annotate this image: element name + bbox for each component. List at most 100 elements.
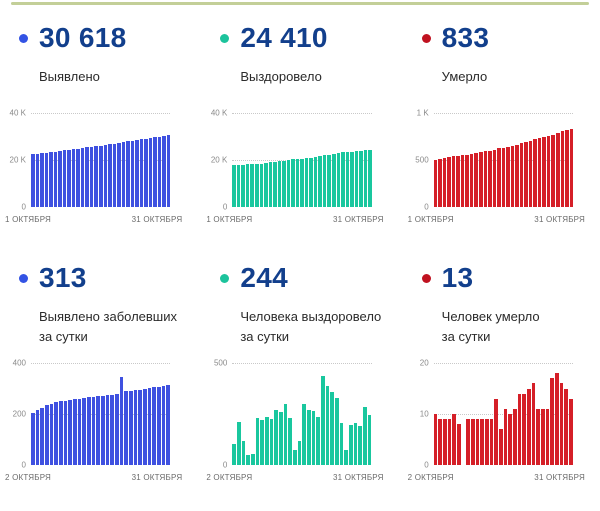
bar[interactable] [506,146,510,207]
chart-died-total[interactable]: 1 K 500 0 1 ОКТЯБРЯ 31 ОКТЯБРЯ [408,109,595,225]
bar[interactable] [273,161,277,207]
bar[interactable] [363,406,367,465]
bar[interactable] [302,403,307,465]
bar[interactable] [153,137,157,207]
bar[interactable] [336,152,341,207]
bar[interactable] [232,443,236,465]
bar[interactable] [157,136,162,207]
bar[interactable] [359,150,363,207]
bar[interactable] [363,150,368,207]
bar[interactable] [63,400,68,465]
bar[interactable] [513,408,517,465]
bar[interactable] [241,440,246,465]
bar[interactable] [133,390,138,465]
bar[interactable] [236,165,241,207]
bar[interactable] [126,141,130,207]
bar[interactable] [291,159,295,207]
bar[interactable] [89,146,94,207]
bar[interactable] [471,419,475,465]
bar[interactable] [98,145,103,207]
plot-area[interactable] [31,113,171,207]
bar[interactable] [58,151,62,207]
bar[interactable] [460,154,465,207]
bar[interactable] [59,401,63,465]
bar[interactable] [62,150,67,207]
bar[interactable] [309,157,313,207]
bar[interactable] [341,152,345,207]
bar[interactable] [269,419,274,465]
bar[interactable] [551,134,555,207]
bar[interactable] [147,388,152,465]
bar[interactable] [475,419,480,465]
bar[interactable] [283,403,288,465]
bar[interactable] [130,140,135,207]
bar[interactable] [469,153,474,207]
bar[interactable] [85,147,89,207]
bar[interactable] [503,408,508,465]
bar[interactable] [157,386,161,465]
bar[interactable] [279,411,283,465]
bar[interactable] [528,140,533,207]
bar[interactable] [96,396,101,465]
bar[interactable] [112,143,117,207]
plot-area[interactable] [433,363,573,465]
bar[interactable] [349,425,353,465]
bar[interactable] [277,161,282,207]
bar[interactable] [354,151,359,207]
bar[interactable] [307,409,311,465]
bar[interactable] [35,153,40,207]
bar[interactable] [94,146,98,207]
bar[interactable] [119,377,124,465]
bar[interactable] [517,393,522,465]
bar[interactable] [508,414,513,465]
bar[interactable] [442,158,447,207]
bar[interactable] [135,140,139,207]
bar[interactable] [433,159,438,207]
bar[interactable] [536,408,541,465]
bar[interactable] [260,420,265,465]
bar[interactable] [560,131,565,207]
bar[interactable] [488,150,492,207]
bar[interactable] [91,396,96,465]
bar[interactable] [73,399,77,465]
bar[interactable] [162,135,166,207]
bar[interactable] [166,385,171,465]
bar[interactable] [31,412,35,465]
bar[interactable] [345,152,350,207]
bar[interactable] [40,153,44,207]
bar[interactable] [327,154,332,207]
bar[interactable] [438,419,442,465]
bar[interactable] [49,403,54,465]
bar[interactable] [232,165,236,207]
bar[interactable] [510,145,515,207]
bar[interactable] [569,398,573,465]
bar[interactable] [117,142,121,207]
bar[interactable] [478,152,483,207]
bar[interactable] [433,414,438,465]
bar[interactable] [295,159,300,207]
bar[interactable] [259,163,264,207]
bar[interactable] [293,449,297,465]
bar[interactable] [350,151,354,207]
plot-area[interactable] [433,113,574,207]
bar[interactable] [121,142,126,207]
bar[interactable] [559,383,564,465]
bar[interactable] [31,154,35,207]
bar[interactable] [45,405,49,465]
bar[interactable] [325,386,330,465]
bar[interactable] [54,402,59,465]
bar[interactable] [53,151,58,207]
bar[interactable] [447,157,451,207]
bar[interactable] [139,139,144,207]
bar[interactable] [527,388,531,465]
bar[interactable] [68,399,73,465]
bar[interactable] [452,414,457,465]
bar[interactable] [344,449,349,465]
bar[interactable] [67,149,71,207]
chart-recovered-daily[interactable]: 500 0 2 ОКТЯБРЯ 31 ОКТЯБРЯ [206,359,393,483]
bar[interactable] [550,378,555,465]
bar[interactable] [474,153,478,207]
bar[interactable] [316,417,321,465]
bar[interactable] [76,148,80,207]
bar[interactable] [519,143,524,207]
